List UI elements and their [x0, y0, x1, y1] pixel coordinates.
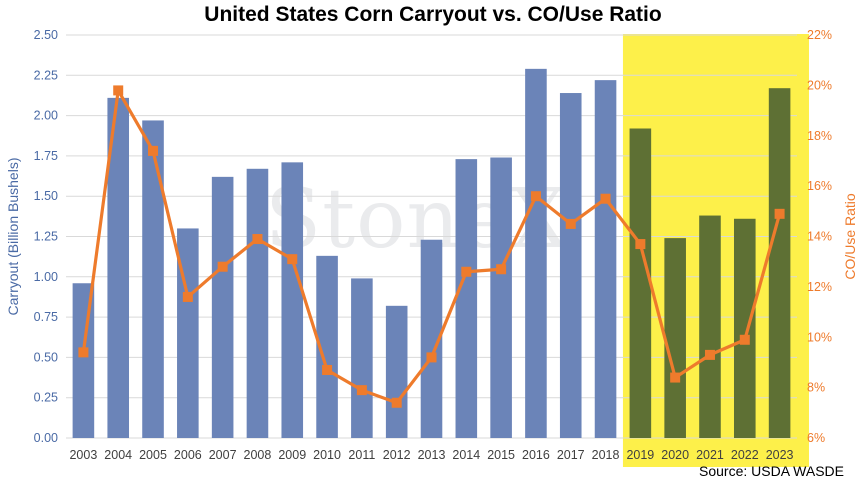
chart-title: United States Corn Carryout vs. CO/Use R…: [204, 3, 662, 26]
y-left-tick-label: 2.50: [34, 28, 58, 42]
bar: [559, 93, 582, 439]
y-left-tick-label: 0.75: [34, 310, 58, 324]
y-left-tick-label: 1.25: [34, 230, 58, 244]
x-tick-label: 2005: [139, 448, 167, 462]
x-tick-label: 2018: [592, 448, 620, 462]
line-marker: [530, 191, 541, 202]
bar: [768, 88, 791, 439]
bar: [664, 238, 686, 438]
x-tick-label: 2015: [487, 448, 515, 462]
x-tick-label: 2010: [313, 448, 341, 462]
line-marker: [113, 85, 124, 96]
x-tick-label: 2020: [661, 448, 689, 462]
y-left-tick-label: 0.00: [34, 431, 58, 445]
x-tick-label: 2022: [731, 448, 759, 462]
y-left-tick-label: 2.00: [34, 109, 58, 123]
bar: [420, 239, 443, 438]
y-right-tick-label: 10%: [807, 330, 832, 344]
line-marker: [148, 145, 159, 156]
bar: [699, 215, 721, 438]
y-left-tick-label: 1.75: [34, 149, 58, 163]
bar: [142, 120, 164, 438]
line-marker: [704, 349, 715, 360]
y-left-tick-label: 2.25: [34, 68, 58, 82]
line-marker: [252, 234, 263, 245]
bar: [629, 128, 652, 438]
x-tick-label: 2006: [174, 448, 202, 462]
line-marker: [774, 208, 785, 219]
line-marker: [217, 261, 228, 272]
line-marker: [287, 254, 298, 265]
bar: [316, 255, 338, 438]
line-marker: [496, 264, 507, 275]
x-tick-label: 2004: [104, 448, 132, 462]
x-tick-label: 2011: [348, 448, 375, 462]
y-right-tick-label: 14%: [807, 230, 832, 244]
line-marker: [600, 193, 611, 204]
x-tick-label: 2007: [209, 448, 237, 462]
y-left-tick-label: 0.25: [34, 391, 58, 405]
y-right-tick-label: 20%: [807, 78, 832, 92]
line-marker: [565, 218, 576, 229]
x-tick-label: 2009: [278, 448, 306, 462]
x-tick-label: 2012: [383, 448, 411, 462]
bar: [733, 218, 756, 438]
y-left-axis-title: Carryout (Billion Bushels): [5, 158, 21, 316]
bar: [107, 97, 130, 439]
y-right-tick-label: 6%: [807, 431, 825, 445]
y-right-tick-label: 18%: [807, 129, 832, 143]
x-tick-label: 2013: [418, 448, 446, 462]
line-marker: [461, 266, 472, 277]
y-left-tick-label: 1.50: [34, 189, 58, 203]
bar: [351, 278, 373, 438]
bar: [246, 168, 269, 438]
bar: [594, 80, 617, 439]
line-marker: [78, 347, 89, 358]
y-left-tick-label: 1.00: [34, 270, 58, 284]
source-note: Source: USDA WASDE: [699, 463, 844, 479]
y-left-tick-label: 0.50: [34, 350, 58, 364]
line-marker: [322, 364, 333, 375]
axes: 0.00 0.25 0.50 0.75 1.00 1.25 1.50 1.75 2.00 2.25…: [5, 28, 858, 462]
y-right-tick-label: 8%: [807, 381, 825, 395]
y-right-tick-label: 12%: [807, 280, 832, 294]
line-marker: [670, 372, 681, 383]
y-right-tick-label: 22%: [807, 28, 832, 42]
y-right-axis-title: CO/Use Ratio: [842, 193, 858, 280]
bar: [385, 305, 408, 438]
x-tick-label: 2014: [452, 448, 480, 462]
bar: [211, 176, 234, 438]
bar: [525, 68, 547, 439]
x-tick-label: 2023: [766, 448, 794, 462]
line-marker: [635, 239, 646, 250]
bar: [490, 157, 512, 438]
x-tick-label: 2008: [244, 448, 272, 462]
y-right-tick-label: 16%: [807, 179, 832, 193]
bar: [281, 162, 304, 438]
line-marker: [739, 334, 750, 345]
line-marker: [426, 352, 437, 363]
x-tick-label: 2016: [522, 448, 550, 462]
bar-series: [72, 68, 791, 439]
x-tick-label: 2017: [557, 448, 585, 462]
line-marker: [182, 291, 193, 302]
x-tick-label: 2003: [69, 448, 97, 462]
line-marker: [356, 385, 367, 396]
x-tick-label: 2021: [696, 448, 724, 462]
line-marker: [391, 397, 402, 408]
x-tick-label: 2019: [626, 448, 654, 462]
bar: [455, 159, 478, 438]
line-series: [78, 85, 785, 408]
